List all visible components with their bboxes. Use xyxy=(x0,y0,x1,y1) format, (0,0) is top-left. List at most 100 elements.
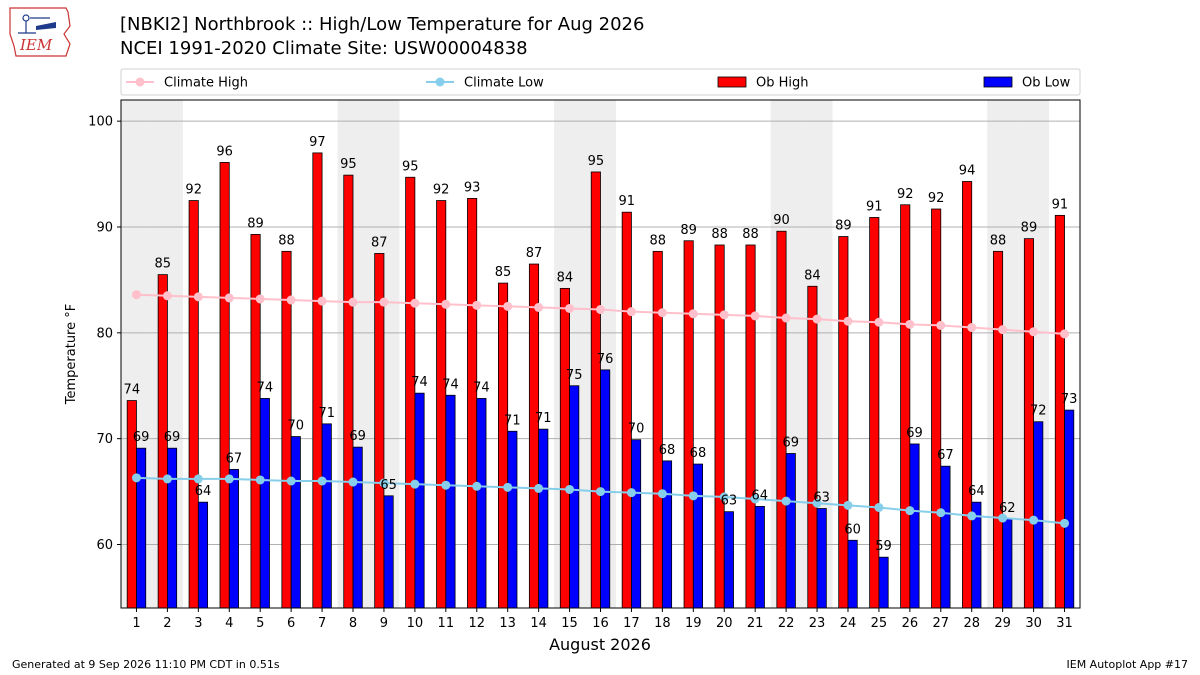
point-climate-high-day-9 xyxy=(379,297,389,307)
point-climate-high-day-23 xyxy=(812,314,822,324)
point-climate-low-day-1 xyxy=(131,473,141,483)
legend-label-climate-low: Climate Low xyxy=(464,76,544,91)
x-tick-label-6: 6 xyxy=(287,616,295,631)
label-ob-low-day-6: 70 xyxy=(288,419,305,434)
label-ob-low-day-28: 64 xyxy=(968,484,985,499)
y-axis-label: Temperature °F xyxy=(64,304,79,405)
bar-ob-low-day-14 xyxy=(538,428,549,609)
point-climate-low-day-31 xyxy=(1060,518,1070,528)
bars xyxy=(126,152,1075,609)
x-tick-label-21: 21 xyxy=(747,616,764,631)
label-ob-high-day-4: 96 xyxy=(216,144,233,159)
x-tick-label-29: 29 xyxy=(994,616,1011,631)
label-ob-high-day-2: 85 xyxy=(154,257,171,272)
label-ob-low-day-31: 73 xyxy=(1061,392,1078,407)
label-ob-high-day-11: 92 xyxy=(433,183,450,198)
point-climate-low-day-23 xyxy=(812,498,822,508)
label-ob-high-day-13: 85 xyxy=(495,265,512,280)
bar-ob-low-day-23 xyxy=(816,508,827,609)
point-climate-low-day-13 xyxy=(503,482,513,492)
point-climate-high-day-25 xyxy=(874,317,884,327)
x-tick-label-2: 2 xyxy=(163,616,171,631)
bar-ob-high-day-26 xyxy=(900,204,911,609)
bar-ob-high-day-4 xyxy=(219,162,230,609)
label-ob-low-day-4: 67 xyxy=(226,451,243,466)
bar-ob-low-day-29 xyxy=(1002,518,1013,609)
point-climate-low-day-11 xyxy=(441,480,451,490)
point-climate-low-day-9 xyxy=(379,478,389,488)
point-climate-high-day-4 xyxy=(224,293,234,303)
label-ob-high-day-10: 95 xyxy=(402,159,419,174)
x-tick-label-18: 18 xyxy=(654,616,671,631)
label-ob-low-day-19: 68 xyxy=(690,446,707,461)
label-ob-high-day-25: 91 xyxy=(866,199,883,214)
point-climate-high-day-22 xyxy=(781,313,791,323)
point-climate-high-day-24 xyxy=(843,316,853,326)
point-climate-high-day-1 xyxy=(131,290,141,300)
point-climate-low-day-4 xyxy=(224,474,234,484)
x-tick-label-9: 9 xyxy=(380,616,388,631)
bar-ob-high-day-7 xyxy=(312,152,323,609)
bar-ob-low-day-2 xyxy=(167,447,178,609)
legend-swatch-ob-low xyxy=(983,76,1013,88)
point-climate-low-day-21 xyxy=(750,494,760,504)
point-climate-low-day-7 xyxy=(317,476,327,486)
bar-ob-high-day-8 xyxy=(343,174,354,609)
y-tick-label-80: 80 xyxy=(96,326,113,341)
label-ob-high-day-3: 92 xyxy=(185,183,202,198)
point-climate-low-day-2 xyxy=(162,474,172,484)
bar-ob-high-day-22 xyxy=(776,230,787,609)
bar-ob-high-day-17 xyxy=(621,211,632,609)
label-ob-low-day-26: 69 xyxy=(906,426,923,441)
label-ob-high-day-20: 88 xyxy=(711,227,728,242)
point-climate-high-day-17 xyxy=(626,307,636,317)
point-climate-low-day-20 xyxy=(719,492,729,502)
bar-ob-low-day-31 xyxy=(1064,409,1075,609)
bar-ob-low-day-6 xyxy=(290,436,301,609)
label-ob-low-day-12: 74 xyxy=(473,380,490,395)
label-ob-high-day-8: 95 xyxy=(340,157,357,172)
label-ob-high-day-18: 88 xyxy=(649,233,666,248)
point-climate-high-day-7 xyxy=(317,296,327,306)
x-tick-label-19: 19 xyxy=(685,616,702,631)
point-climate-low-day-16 xyxy=(596,487,605,497)
point-climate-high-day-21 xyxy=(750,311,760,321)
bar-ob-high-day-5 xyxy=(250,234,261,609)
bar-ob-low-day-3 xyxy=(197,501,209,609)
label-ob-high-day-16: 95 xyxy=(588,154,605,169)
point-climate-low-day-26 xyxy=(905,506,915,516)
label-ob-low-day-29: 62 xyxy=(999,501,1016,516)
x-tick-label-30: 30 xyxy=(1025,616,1042,631)
bar-ob-low-day-18 xyxy=(661,460,673,609)
bar-ob-low-day-25 xyxy=(878,556,889,609)
label-ob-low-day-27: 67 xyxy=(937,448,954,463)
bar-ob-high-day-12 xyxy=(467,198,478,609)
label-ob-low-day-10: 74 xyxy=(411,375,428,390)
point-climate-high-day-5 xyxy=(255,294,265,304)
label-ob-high-day-19: 89 xyxy=(680,223,697,238)
bar-ob-high-day-15 xyxy=(559,287,570,609)
point-climate-low-day-8 xyxy=(348,477,358,487)
bar-ob-high-day-14 xyxy=(528,263,540,609)
label-ob-high-day-5: 89 xyxy=(247,216,264,231)
bar-ob-low-day-21 xyxy=(754,505,765,609)
label-ob-low-day-14: 71 xyxy=(535,411,552,426)
point-climate-low-day-12 xyxy=(472,481,482,491)
x-tick-label-15: 15 xyxy=(561,616,578,631)
label-ob-high-day-24: 89 xyxy=(835,219,852,234)
x-tick-label-17: 17 xyxy=(623,616,640,631)
label-ob-low-day-17: 70 xyxy=(628,422,645,437)
bar-ob-high-day-19 xyxy=(683,240,694,609)
label-ob-low-day-20: 63 xyxy=(721,494,738,509)
point-climate-high-day-8 xyxy=(348,297,358,307)
point-climate-high-day-14 xyxy=(534,302,544,312)
x-tick-label-14: 14 xyxy=(530,616,547,631)
bar-ob-high-day-20 xyxy=(714,244,725,609)
iem-logo: IEM xyxy=(9,7,71,57)
x-tick-label-12: 12 xyxy=(468,616,485,631)
label-ob-low-day-2: 69 xyxy=(164,430,181,445)
point-climate-low-day-25 xyxy=(874,502,884,512)
y-tick-label-60: 60 xyxy=(96,538,113,553)
label-ob-high-day-7: 97 xyxy=(309,135,326,150)
point-climate-high-day-15 xyxy=(565,303,575,313)
